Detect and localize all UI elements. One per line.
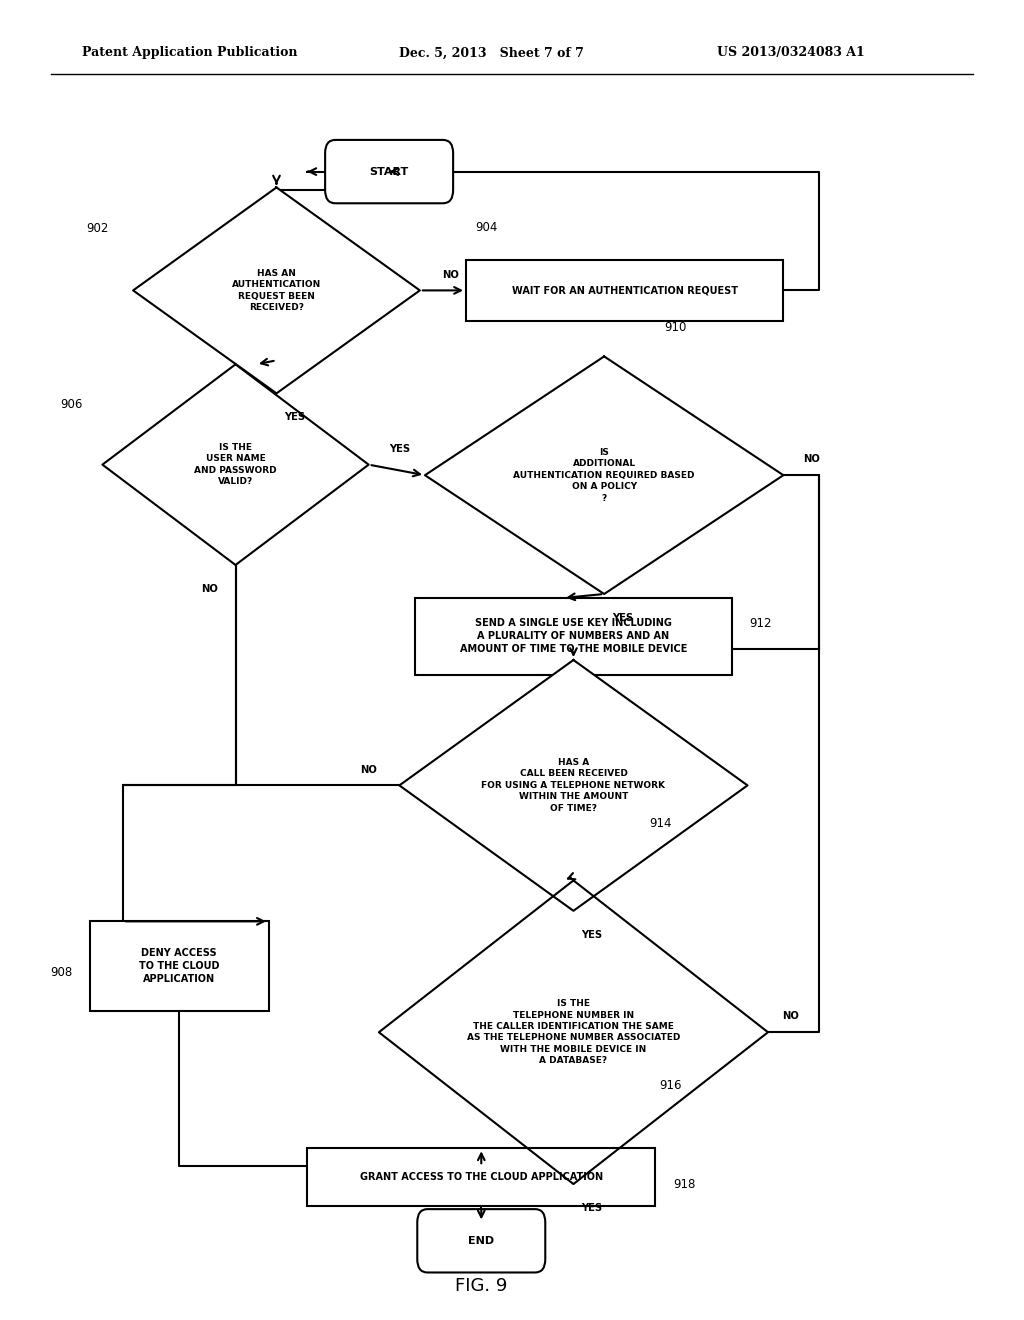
- Text: IS
ADDITIONAL
AUTHENTICATION REQUIRED BASED
ON A POLICY
?: IS ADDITIONAL AUTHENTICATION REQUIRED BA…: [513, 447, 695, 503]
- Text: US 2013/0324083 A1: US 2013/0324083 A1: [717, 46, 864, 59]
- Text: YES: YES: [582, 1203, 602, 1213]
- FancyBboxPatch shape: [326, 140, 453, 203]
- Polygon shape: [425, 356, 783, 594]
- Text: NO: NO: [782, 1011, 799, 1022]
- Bar: [415, 598, 732, 675]
- Text: NO: NO: [804, 454, 820, 465]
- Bar: [90, 921, 268, 1011]
- Text: 904: 904: [475, 220, 498, 234]
- Text: 916: 916: [659, 1078, 682, 1092]
- Text: Dec. 5, 2013   Sheet 7 of 7: Dec. 5, 2013 Sheet 7 of 7: [399, 46, 585, 59]
- Text: 908: 908: [50, 966, 72, 979]
- Text: YES: YES: [285, 412, 305, 422]
- Text: IS THE
USER NAME
AND PASSWORD
VALID?: IS THE USER NAME AND PASSWORD VALID?: [195, 444, 276, 486]
- FancyBboxPatch shape: [418, 1209, 545, 1272]
- Text: GRANT ACCESS TO THE CLOUD APPLICATION: GRANT ACCESS TO THE CLOUD APPLICATION: [359, 1172, 603, 1183]
- Text: IS THE
TELEPHONE NUMBER IN
THE CALLER IDENTIFICATION THE SAME
AS THE TELEPHONE N: IS THE TELEPHONE NUMBER IN THE CALLER ID…: [467, 999, 680, 1065]
- Text: YES: YES: [389, 444, 410, 454]
- Text: HAS AN
AUTHENTICATION
REQUEST BEEN
RECEIVED?: HAS AN AUTHENTICATION REQUEST BEEN RECEI…: [231, 269, 322, 312]
- Bar: [466, 260, 783, 321]
- Text: 914: 914: [649, 817, 672, 829]
- Text: YES: YES: [582, 929, 602, 940]
- Text: 906: 906: [60, 397, 83, 411]
- Text: 910: 910: [665, 321, 687, 334]
- Text: YES: YES: [612, 612, 633, 623]
- Text: NO: NO: [202, 583, 218, 594]
- Text: 918: 918: [673, 1177, 695, 1191]
- Text: Patent Application Publication: Patent Application Publication: [82, 46, 297, 59]
- Text: SEND A SINGLE USE KEY INCLUDING
A PLURALITY OF NUMBERS AND AN
AMOUNT OF TIME TO : SEND A SINGLE USE KEY INCLUDING A PLURAL…: [460, 619, 687, 653]
- Text: 902: 902: [86, 222, 109, 235]
- Polygon shape: [133, 187, 420, 393]
- Text: WAIT FOR AN AUTHENTICATION REQUEST: WAIT FOR AN AUTHENTICATION REQUEST: [512, 285, 737, 296]
- Text: HAS A
CALL BEEN RECEIVED
FOR USING A TELEPHONE NETWORK
WITHIN THE AMOUNT
OF TIME: HAS A CALL BEEN RECEIVED FOR USING A TEL…: [481, 758, 666, 813]
- Text: NO: NO: [442, 269, 459, 280]
- Text: NO: NO: [360, 764, 377, 775]
- Polygon shape: [399, 660, 748, 911]
- Bar: [307, 1148, 655, 1206]
- Text: DENY ACCESS
TO THE CLOUD
APPLICATION: DENY ACCESS TO THE CLOUD APPLICATION: [139, 949, 219, 983]
- Text: FIG. 9: FIG. 9: [455, 1276, 508, 1295]
- Polygon shape: [102, 364, 369, 565]
- Polygon shape: [379, 880, 768, 1184]
- Text: 912: 912: [750, 616, 772, 630]
- Text: START: START: [370, 166, 409, 177]
- Text: END: END: [468, 1236, 495, 1246]
